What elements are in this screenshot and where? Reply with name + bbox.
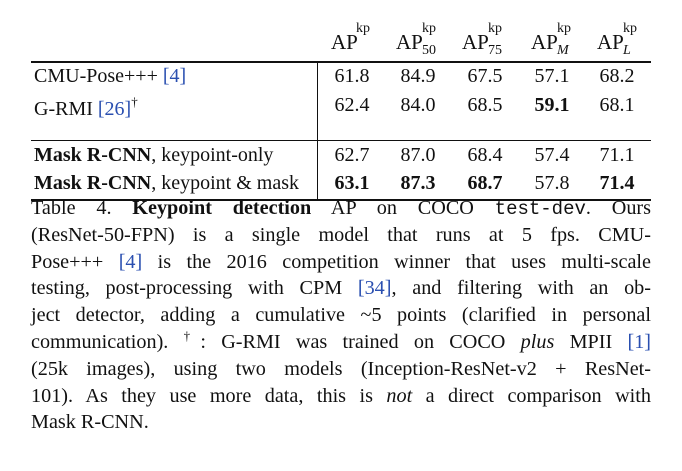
value-cell: 68.1 [599, 94, 635, 116]
table-bottom-rule [31, 199, 651, 201]
caption-line: ject detector, adding a cumulative ~5 po… [31, 304, 651, 327]
value-cell: 68.4 [467, 144, 503, 166]
value-cell: 68.2 [599, 65, 635, 87]
caption-text: , and filtering with an ob- [391, 277, 652, 300]
col-header-sup: kp [557, 21, 571, 36]
method-cell: Mask R-CNN, keypoint-only [34, 144, 273, 167]
col-header-sup: kp [356, 21, 370, 36]
method-variant: , keypoint-only [151, 144, 274, 166]
col-header-sub: L [623, 43, 631, 58]
caption-text: MPII [554, 330, 628, 353]
citation-link[interactable]: [34] [357, 277, 392, 300]
caption-text: is the 2016 competition winner that uses… [142, 250, 651, 273]
caption-text: 101). As they use more data, this is [31, 384, 387, 407]
value-cell: 84.9 [400, 65, 436, 87]
col-header-sup: kp [422, 21, 436, 36]
value-cell: 62.4 [334, 94, 370, 116]
table-row: G-RMI [26]† 62.4 84.0 68.5 59.1 68.1 [31, 92, 651, 121]
caption-label: Table 4. [31, 197, 133, 219]
method-variant: , keypoint & mask [151, 172, 299, 194]
caption-line: Table 4. Keypoint detection AP on COCO t… [31, 195, 651, 222]
table-row: CMU-Pose+++ [4] 61.8 84.9 67.5 57.1 68.2 [31, 63, 651, 92]
table-row: Mask R-CNN, keypoint & mask 63.1 87.3 68… [31, 170, 651, 199]
caption-line: communication). †: G-RMI was trained on … [31, 329, 651, 356]
method-cell: Mask R-CNN, keypoint & mask [34, 172, 299, 195]
caption-line: (ResNet-50-FPN) is a single model that r… [31, 223, 651, 246]
value-cell: 71.1 [599, 144, 635, 166]
value-cell-best: 87.3 [400, 172, 436, 194]
col-header-base: AP [597, 30, 624, 54]
method-name: G-RMI [34, 98, 93, 120]
col-header-base: AP [396, 30, 423, 54]
caption-line: (25k images), using two models (Inceptio… [31, 357, 651, 380]
col-header-base: AP [331, 30, 358, 54]
caption-line: Pose+++ [4] is the 2016 competition winn… [31, 249, 651, 276]
value-cell: 57.1 [534, 65, 570, 87]
caption-text: AP on COCO [311, 197, 495, 219]
table-top-rule [31, 61, 651, 63]
caption-dataset-split: test-dev [494, 198, 586, 220]
dagger-mark: † [183, 327, 201, 343]
table-mid-rule [31, 140, 651, 141]
method-name: CMU-Pose+++ [34, 65, 158, 87]
caption-text: : G-RMI was trained on COCO [200, 330, 521, 353]
col-header-base: AP [531, 30, 558, 54]
value-cell-best: 63.1 [334, 172, 370, 194]
method-cell: G-RMI [26]† [34, 94, 138, 121]
method-name: Mask R-CNN [34, 172, 152, 194]
caption-topic: Keypoint detection [132, 197, 312, 219]
col-header-base: AP [462, 30, 489, 54]
value-cell: 67.5 [467, 65, 503, 87]
caption-text: Pose+++ [31, 250, 119, 273]
value-cell: 68.5 [467, 94, 503, 116]
caption-text: communication). [31, 330, 184, 353]
caption-line: testing, post-processing with CPM [34], … [31, 275, 651, 302]
value-cell: 57.4 [534, 144, 570, 166]
caption-text: testing, post-processing with CPM [31, 277, 358, 300]
col-header-sup: kp [488, 21, 502, 36]
citation-link[interactable]: [4] [118, 250, 143, 273]
caption-line: 101). As they use more data, this is not… [31, 383, 651, 410]
col-header-sub: 75 [488, 43, 502, 58]
col-header-sub: M [557, 43, 569, 58]
value-cell: 84.0 [400, 94, 436, 116]
value-cell: 62.7 [334, 144, 370, 166]
caption-emphasis: not [386, 384, 413, 407]
method-cell: CMU-Pose+++ [4] [34, 65, 186, 88]
table-caption: Table 4. Keypoint detection AP on COCO t… [31, 195, 651, 436]
citation-link[interactable]: [1] [627, 330, 652, 353]
table-column-divider [317, 62, 318, 140]
col-header-sub: 50 [422, 43, 436, 58]
citation-link[interactable]: [26] [97, 98, 132, 120]
citation-link[interactable]: [4] [162, 65, 187, 87]
caption-line: Mask R-CNN. [31, 411, 149, 434]
value-cell: 57.8 [534, 172, 570, 194]
value-cell: 87.0 [400, 144, 436, 166]
table-row: Mask R-CNN, keypoint-only 62.7 87.0 68.4… [31, 142, 651, 171]
value-cell-best: 59.1 [534, 94, 570, 116]
col-header-sup: kp [623, 21, 637, 36]
value-cell: 61.8 [334, 65, 370, 87]
dagger-mark: † [131, 94, 138, 109]
value-cell-best: 71.4 [599, 172, 635, 194]
table-column-divider [317, 141, 318, 199]
value-cell-best: 68.7 [467, 172, 503, 194]
caption-emphasis: plus [520, 330, 555, 353]
caption-text: a direct comparison with [412, 384, 651, 407]
caption-text: . Ours [585, 197, 651, 219]
method-name: Mask R-CNN [34, 144, 152, 166]
